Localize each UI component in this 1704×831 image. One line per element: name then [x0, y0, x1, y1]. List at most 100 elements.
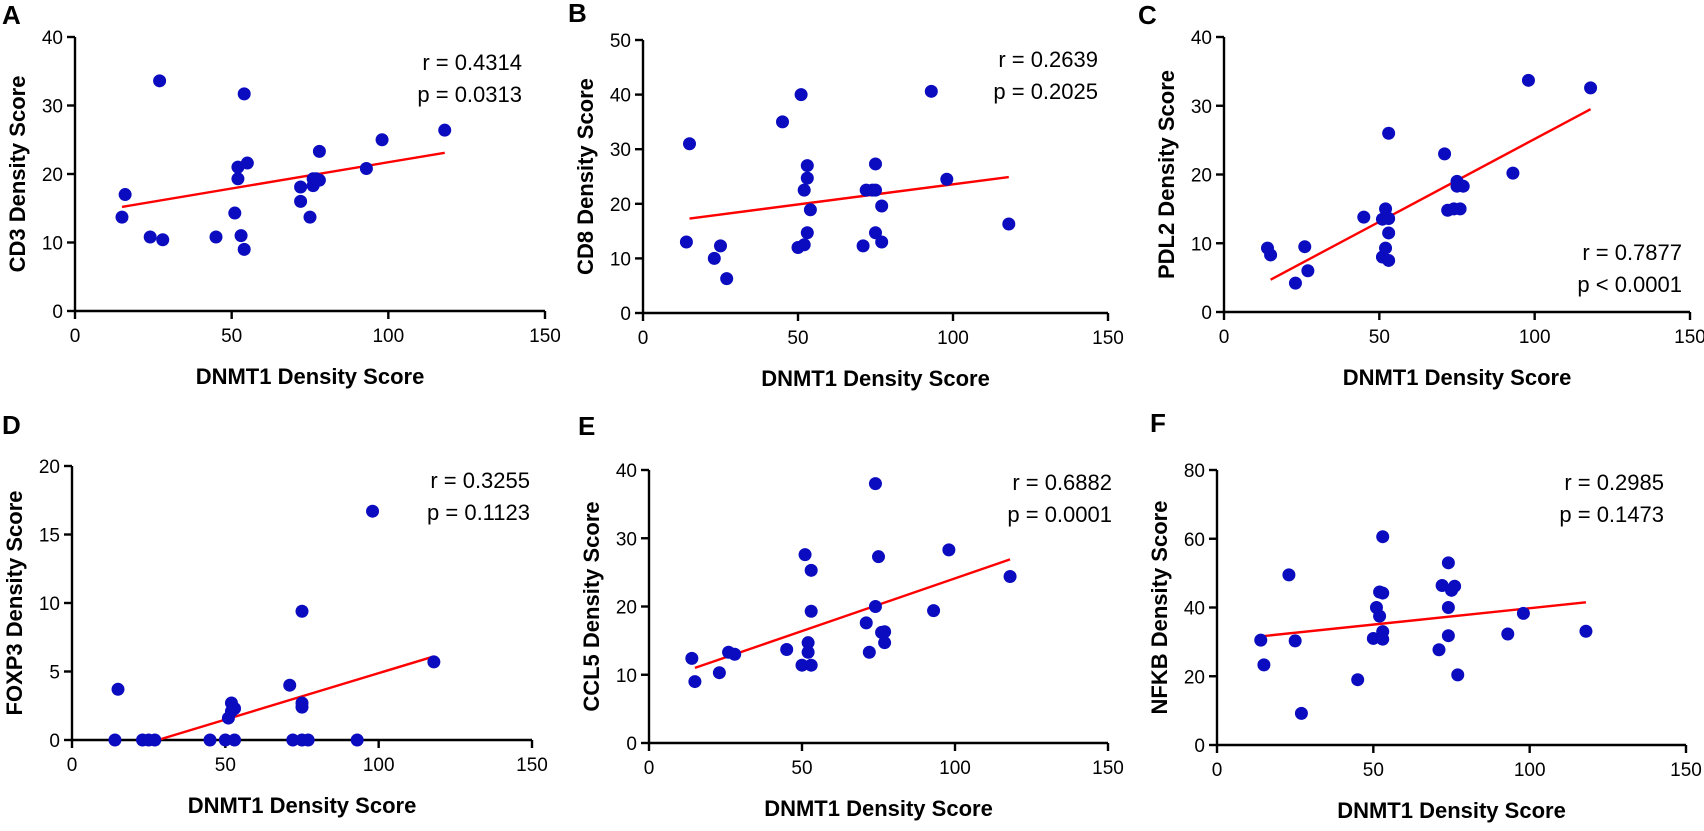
data-point [1264, 248, 1278, 262]
x-axis-title: DNMT1 Density Score [1343, 365, 1572, 390]
x-tick-label: 50 [215, 755, 236, 776]
data-point [801, 636, 815, 650]
data-point [203, 733, 217, 747]
y-tick-label: 60 [1184, 530, 1205, 551]
data-point [234, 229, 248, 243]
data-point [800, 226, 814, 240]
data-point [1376, 586, 1390, 600]
data-point [359, 162, 373, 176]
data-point [679, 235, 693, 249]
data-point [218, 733, 232, 747]
panel-letter-f: F [1150, 408, 1166, 438]
data-point [1379, 241, 1393, 255]
panel-e: E 0 50 100 150 0 10 20 30 40 DNMT1 Density Score CC… [578, 411, 1124, 821]
data-point [1294, 706, 1308, 720]
r-value-label: r = 0.2985 [1564, 470, 1664, 495]
x-tick-label: 100 [939, 758, 971, 779]
x-tick-label: 150 [1674, 327, 1704, 348]
data-point [712, 666, 726, 680]
y-tick-label: 0 [49, 731, 60, 752]
y-tick-label: 30 [1191, 97, 1212, 118]
y-tick-label: 10 [1191, 234, 1212, 255]
x-tick-label: 100 [372, 326, 404, 347]
x-tick-label: 0 [67, 755, 78, 776]
regression-line [1270, 108, 1592, 281]
r-value-label: r = 0.4314 [422, 50, 522, 75]
data-point [1376, 530, 1390, 544]
data-point [1451, 668, 1465, 682]
data-point [1382, 253, 1396, 267]
data-point [869, 226, 882, 240]
data-point [869, 157, 882, 171]
data-point [878, 625, 892, 639]
data-point [1584, 81, 1598, 95]
x-tick-label: 150 [516, 755, 548, 776]
data-point [728, 647, 742, 661]
data-point [1282, 568, 1296, 582]
x-tick-label: 50 [787, 328, 808, 349]
data-point [1441, 629, 1455, 643]
data-point [228, 701, 242, 715]
data-point [1438, 147, 1452, 161]
data-point [1441, 601, 1455, 614]
data-point [869, 183, 882, 197]
x-tick-label: 50 [221, 326, 242, 347]
y-tick-label: 40 [610, 86, 631, 107]
y-tick-label: 30 [610, 140, 631, 161]
data-point [795, 658, 809, 672]
data-point [801, 645, 815, 659]
data-point [228, 206, 242, 220]
data-point [1373, 609, 1387, 623]
panel-f: F 0 50 100 150 0 20 40 60 80 DNMT1 Density Score NF… [1147, 408, 1702, 823]
p-value-label: p < 0.0001 [1577, 272, 1682, 297]
regression-line [121, 151, 445, 209]
data-point [927, 604, 941, 618]
y-tick-label: 20 [1191, 166, 1212, 187]
data-point [301, 733, 315, 747]
regression-line [689, 175, 1009, 220]
x-tick-label: 0 [644, 758, 655, 779]
x-tick-label: 150 [529, 326, 561, 347]
data-point [875, 199, 889, 213]
y-tick-label: 0 [620, 304, 631, 325]
data-point [312, 144, 326, 158]
data-point [1351, 673, 1365, 687]
x-tick-label: 0 [1219, 327, 1230, 348]
data-point [231, 172, 245, 186]
y-tick-label: 40 [42, 28, 63, 49]
data-point [688, 675, 702, 689]
data-point [720, 272, 734, 286]
y-tick-label: 10 [42, 234, 63, 255]
x-axis-title: DNMT1 Density Score [188, 793, 417, 818]
x-axis-title: DNMT1 Density Score [196, 364, 425, 389]
data-point [1506, 166, 1520, 180]
data-point [375, 133, 389, 147]
data-point [714, 239, 727, 253]
r-value-label: r = 0.3255 [430, 468, 530, 493]
data-point [1376, 625, 1390, 639]
data-point [940, 172, 954, 186]
data-point [862, 645, 876, 659]
data-point [800, 159, 814, 173]
y-tick-label: 20 [39, 457, 60, 478]
x-axis-title: DNMT1 Density Score [761, 366, 990, 391]
x-tick-label: 0 [638, 328, 649, 349]
data-point [438, 123, 452, 137]
y-axis-title: NFKB Density Score [1147, 501, 1172, 715]
p-value-label: p = 0.2025 [993, 79, 1098, 104]
regression-line [694, 558, 1011, 670]
data-point [1288, 276, 1302, 290]
panel-d: D 0 50 100 150 0 5 10 15 20 DNMT1 Density Score FOX… [2, 410, 548, 818]
data-point [1516, 606, 1530, 620]
data-point [868, 600, 882, 613]
y-tick-label: 20 [42, 165, 63, 186]
data-point [780, 642, 794, 656]
panel-letter-c: C [1138, 0, 1157, 30]
y-tick-label: 30 [42, 97, 63, 118]
p-value-label: p = 0.0313 [417, 82, 522, 107]
y-axis-title: FOXP3 Density Score [2, 491, 27, 716]
data-point [942, 543, 956, 557]
data-point [143, 230, 157, 244]
y-tick-label: 10 [39, 594, 60, 615]
